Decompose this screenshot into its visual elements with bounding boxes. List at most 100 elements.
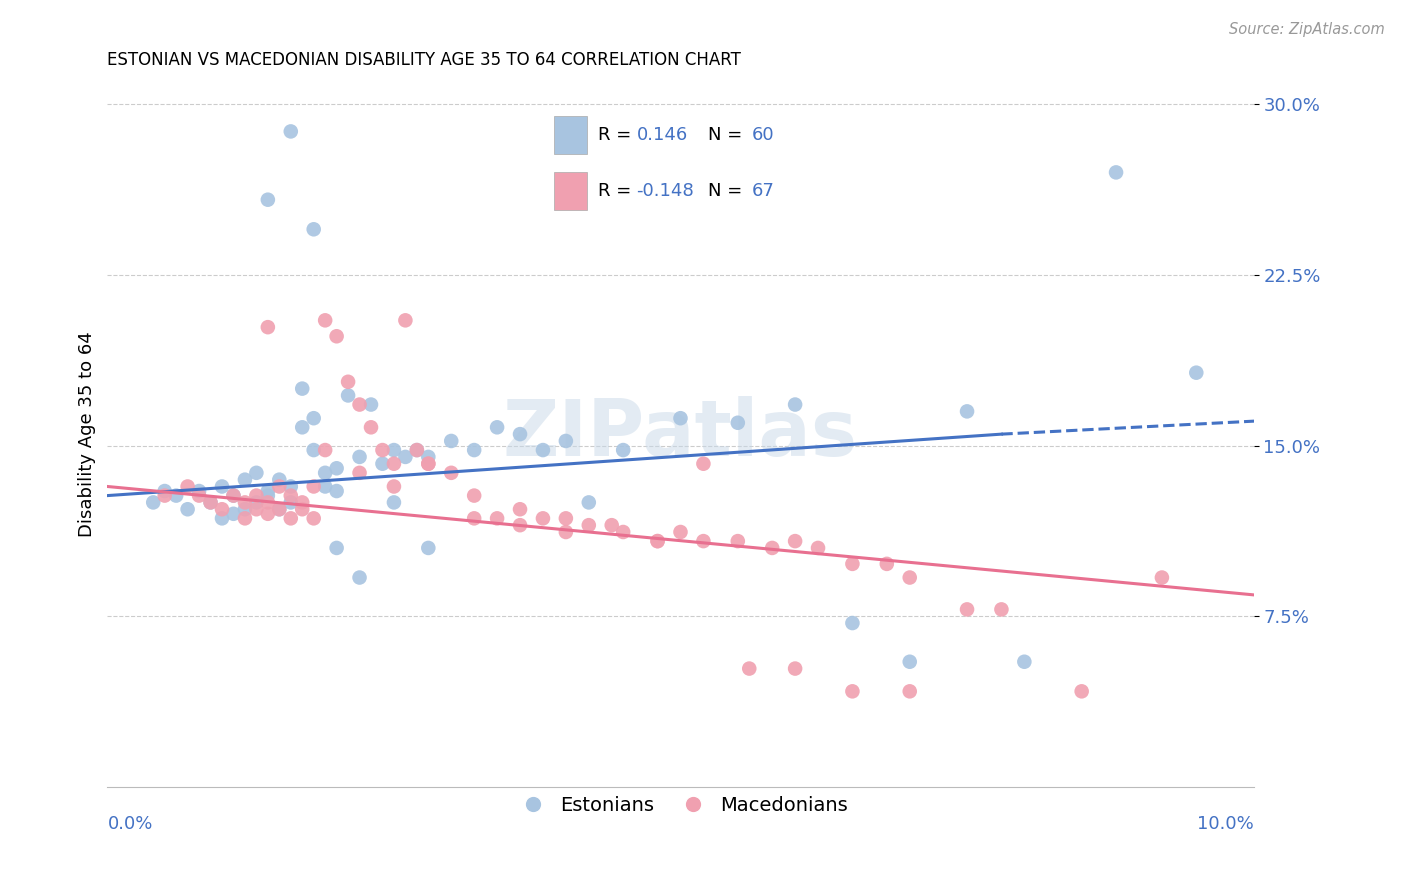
Point (418, 450, 440, 464)
Point (509, 427, 531, 442)
Point (761, 541, 783, 555)
Point (314, 466, 336, 480)
Point (612, 524, 634, 539)
Point (337, 388, 360, 402)
Point (405, 443, 427, 458)
Point (257, 507, 280, 521)
Point (600, 518, 623, 533)
Point (692, 457, 714, 471)
Point (176, 479, 198, 493)
Point (222, 507, 245, 521)
Point (257, 320, 280, 334)
Point (738, 662, 761, 676)
Legend: Estonians, Macedonians: Estonians, Macedonians (505, 789, 855, 823)
Point (153, 483, 176, 498)
Point (302, 511, 325, 525)
Point (647, 534, 669, 549)
Point (418, 541, 440, 555)
Point (418, 457, 440, 471)
Text: ZIPatlas: ZIPatlas (503, 396, 858, 472)
Point (405, 443, 427, 458)
Point (463, 511, 485, 525)
Y-axis label: Disability Age 35 to 64: Disability Age 35 to 64 (79, 331, 96, 537)
Point (188, 489, 211, 503)
Point (349, 570, 371, 584)
Point (257, 193, 280, 207)
Point (418, 457, 440, 471)
Point (486, 420, 509, 434)
Point (200, 495, 222, 509)
Point (280, 511, 302, 525)
Point (245, 502, 267, 516)
Point (314, 313, 336, 327)
Point (898, 684, 921, 698)
Point (257, 495, 280, 509)
Point (841, 615, 863, 630)
Point (578, 495, 600, 509)
Point (291, 420, 314, 434)
Point (612, 443, 634, 458)
Point (302, 222, 325, 236)
Point (280, 489, 302, 503)
Point (1014, 655, 1036, 669)
Point (371, 443, 394, 458)
Point (188, 483, 211, 498)
Point (245, 495, 267, 509)
Point (669, 411, 692, 425)
Point (233, 502, 256, 516)
Point (233, 511, 256, 525)
Point (898, 570, 921, 584)
Point (211, 511, 233, 525)
Point (142, 495, 165, 509)
Point (325, 329, 347, 343)
Point (176, 502, 198, 516)
Point (898, 655, 921, 669)
Point (554, 511, 576, 525)
Point (280, 495, 302, 509)
Point (360, 420, 382, 434)
Point (200, 495, 222, 509)
Point (314, 479, 336, 493)
Point (727, 534, 749, 549)
Point (463, 443, 485, 458)
Point (360, 398, 382, 412)
Point (509, 518, 531, 533)
Point (153, 489, 176, 503)
Point (349, 398, 371, 412)
Point (291, 502, 314, 516)
Point (382, 457, 405, 471)
Point (233, 495, 256, 509)
Point (349, 450, 371, 464)
Point (382, 495, 405, 509)
Point (269, 502, 291, 516)
Point (382, 443, 405, 458)
Point (727, 416, 749, 430)
Text: ESTONIAN VS MACEDONIAN DISABILITY AGE 35 TO 64 CORRELATION CHART: ESTONIAN VS MACEDONIAN DISABILITY AGE 35… (107, 51, 741, 69)
Point (325, 461, 347, 475)
Point (692, 534, 714, 549)
Point (785, 662, 807, 676)
Point (222, 489, 245, 503)
Point (302, 411, 325, 425)
Point (531, 443, 554, 458)
Point (578, 518, 600, 533)
Point (269, 502, 291, 516)
Text: Source: ZipAtlas.com: Source: ZipAtlas.com (1229, 22, 1385, 37)
Point (990, 602, 1012, 616)
Point (291, 382, 314, 396)
Point (280, 479, 302, 493)
Point (785, 534, 807, 549)
Point (394, 450, 416, 464)
Point (257, 489, 280, 503)
Point (382, 479, 405, 493)
Point (394, 313, 416, 327)
Point (257, 483, 280, 498)
Point (280, 124, 302, 138)
Point (956, 602, 979, 616)
Point (222, 489, 245, 503)
Point (440, 434, 463, 448)
Point (269, 473, 291, 487)
Point (211, 502, 233, 516)
Point (463, 489, 485, 503)
Point (1070, 684, 1092, 698)
